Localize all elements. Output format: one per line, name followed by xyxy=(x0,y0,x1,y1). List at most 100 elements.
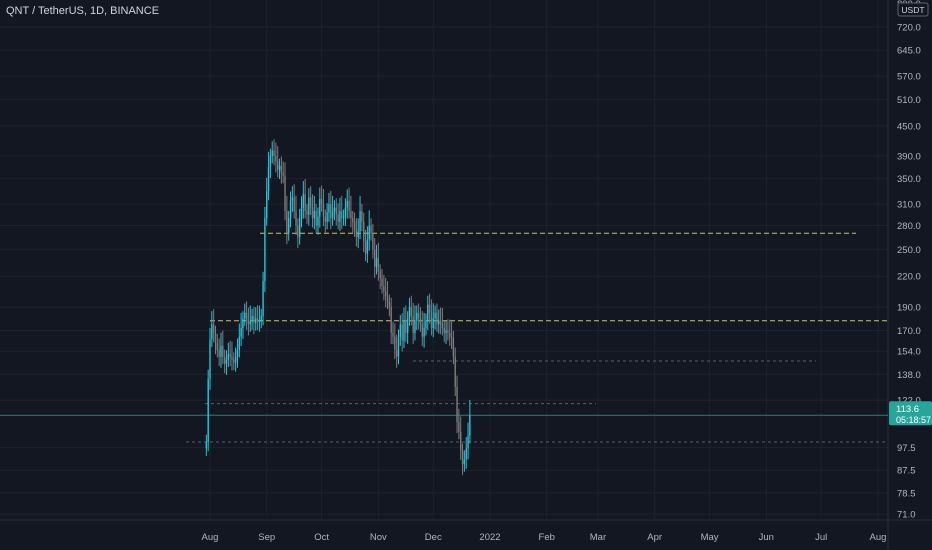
candle-body xyxy=(267,166,270,192)
y-tick-label: 310.0 xyxy=(897,200,921,211)
candle-body xyxy=(326,212,328,222)
candle-body xyxy=(253,316,255,324)
last-price-countdown: 05:18:57 xyxy=(896,415,931,425)
candle-body xyxy=(216,343,219,350)
candle-body xyxy=(240,327,242,337)
candle-body xyxy=(229,353,231,357)
y-tick-label: 250.0 xyxy=(897,245,921,256)
candle-body xyxy=(223,356,226,364)
candle-body xyxy=(428,304,431,313)
y-tick-label: 87.5 xyxy=(897,466,916,477)
candle-body xyxy=(384,291,387,297)
candle-body xyxy=(289,200,292,219)
candle-body xyxy=(412,316,414,333)
candle-body xyxy=(467,435,469,449)
candle-body xyxy=(381,278,383,287)
candle-body xyxy=(352,218,354,222)
candle-body xyxy=(273,150,275,156)
candle-body xyxy=(335,207,337,215)
x-tick-label: Jul xyxy=(815,532,827,543)
candle-body xyxy=(427,304,429,321)
candle-body xyxy=(236,349,239,357)
y-tick-label: 97.5 xyxy=(897,443,916,454)
x-tick-label: 2022 xyxy=(479,532,500,543)
candle-body xyxy=(390,307,392,333)
candle-body xyxy=(260,316,262,321)
candle-body xyxy=(295,211,297,226)
candle-body xyxy=(313,211,316,219)
candle-body xyxy=(438,320,440,325)
candle-body xyxy=(430,312,433,328)
candle-body xyxy=(212,324,215,333)
y-tick-label: 190.0 xyxy=(897,303,921,314)
candle-body xyxy=(359,211,361,232)
chart-title: QNT / TetherUS, 1D, BINANCE xyxy=(6,5,160,17)
x-tick-label: Sep xyxy=(258,532,275,543)
candle-body xyxy=(414,320,416,333)
candle-body xyxy=(238,336,240,350)
x-tick-label: Aug xyxy=(869,532,886,543)
currency-badge[interactable] xyxy=(897,2,929,17)
candle-body xyxy=(269,155,272,167)
candle-body xyxy=(220,345,222,357)
candle-body xyxy=(394,336,396,350)
x-tick-label: Nov xyxy=(370,532,387,543)
candle-body xyxy=(245,312,248,321)
candle-body xyxy=(377,257,380,272)
candle-body xyxy=(441,323,444,328)
candle-body xyxy=(278,165,281,170)
candle-body xyxy=(211,324,213,340)
candle-body xyxy=(445,330,447,333)
candle-body xyxy=(306,211,308,215)
candle-body xyxy=(231,356,233,360)
candle-body xyxy=(368,225,370,240)
candle-body xyxy=(320,198,323,205)
candle-body xyxy=(458,421,460,432)
candle-body xyxy=(302,194,305,208)
candle-body xyxy=(408,307,411,319)
candle-body xyxy=(432,318,434,328)
x-tick-label: Oct xyxy=(314,532,329,543)
y-tick-label: 720.0 xyxy=(897,23,921,34)
x-tick-label: Feb xyxy=(539,532,555,543)
candle-body xyxy=(271,150,273,156)
candle-body xyxy=(403,320,405,341)
x-tick-label: Apr xyxy=(647,532,662,543)
last-price-value: 113.6 xyxy=(896,404,919,415)
candle-body xyxy=(331,211,334,219)
candle-body xyxy=(255,318,257,324)
candle-body xyxy=(461,450,464,465)
candle-body xyxy=(366,239,369,254)
candle-body xyxy=(410,307,412,317)
candle-body xyxy=(244,312,246,319)
candle-body xyxy=(417,312,420,319)
candle-body xyxy=(207,378,209,443)
y-tick-label: 71.0 xyxy=(897,510,916,521)
candle-body xyxy=(218,349,220,357)
candle-body xyxy=(293,197,295,212)
candle-body xyxy=(383,286,385,292)
candle-body xyxy=(322,204,325,217)
candle-body xyxy=(447,330,449,333)
candle-body xyxy=(465,448,467,460)
candle-body xyxy=(286,211,288,234)
candle-body xyxy=(364,241,367,254)
candle-body xyxy=(264,218,266,282)
last-price-badge xyxy=(889,401,932,426)
candle-body xyxy=(425,320,427,328)
candle-body xyxy=(249,320,251,325)
candle-body xyxy=(300,207,303,219)
y-tick-label: 280.0 xyxy=(897,221,921,232)
candle-body xyxy=(222,345,224,357)
candle-body xyxy=(282,172,284,176)
candle-body xyxy=(436,312,438,325)
candle-body xyxy=(304,194,306,212)
y-tick-label: 450.0 xyxy=(897,121,921,132)
x-tick-label: Aug xyxy=(202,532,219,543)
candle-body xyxy=(227,353,229,360)
candle-body xyxy=(346,200,348,208)
candle-body xyxy=(355,229,358,238)
candle-body xyxy=(339,211,341,222)
y-tick-label: 350.0 xyxy=(897,174,921,185)
